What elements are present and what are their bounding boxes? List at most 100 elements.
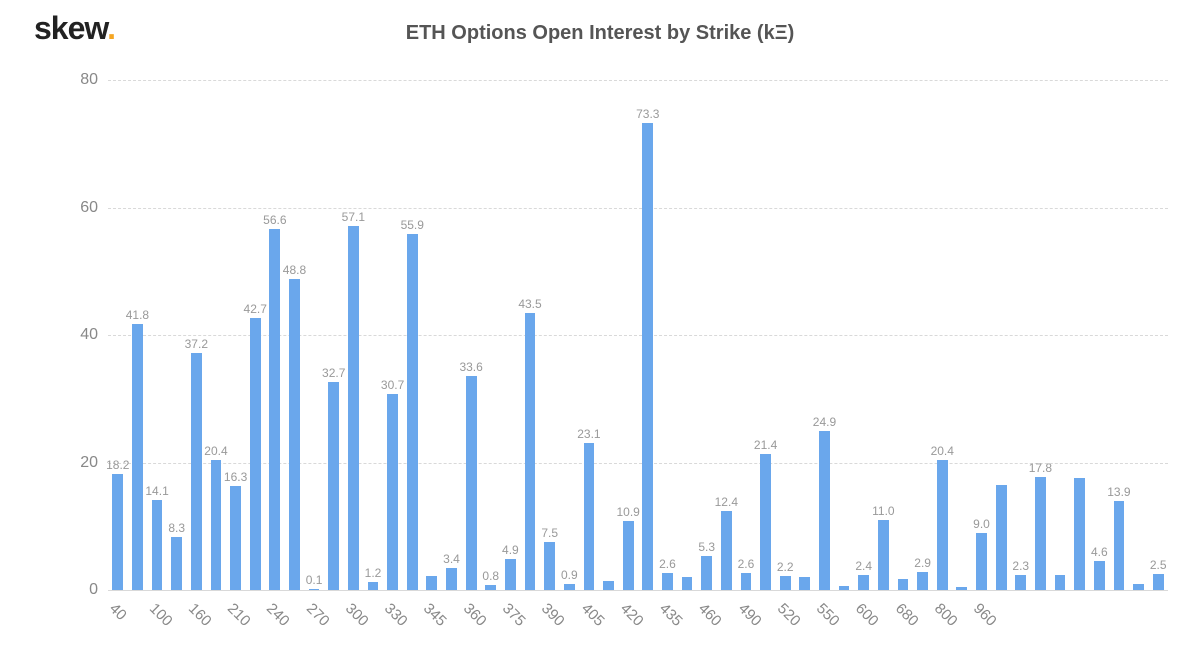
bar: 10.9 <box>623 521 634 590</box>
y-tick-label: 0 <box>58 581 108 599</box>
bar-value-label: 1.2 <box>365 566 382 580</box>
bar: 24.9 <box>819 431 830 590</box>
chart-title: ETH Options Open Interest by Strike (kΞ) <box>0 22 1200 45</box>
bar: 32.7 <box>328 382 339 590</box>
bar: 2.2 <box>780 576 791 590</box>
bar-value-label: 20.4 <box>931 444 954 458</box>
gridline <box>108 463 1168 464</box>
bar: 48.8 <box>289 279 300 590</box>
bar-value-label: 2.6 <box>659 557 676 571</box>
bar: 8.3 <box>171 537 182 590</box>
y-tick-label: 60 <box>58 199 108 217</box>
bar-value-label: 21.4 <box>754 438 777 452</box>
bar-value-label: 16.3 <box>224 470 247 484</box>
bar: 2.6 <box>741 573 752 590</box>
bar-value-label: 23.1 <box>577 427 600 441</box>
bar: 4.6 <box>1094 561 1105 590</box>
x-tick-label: 270 <box>303 600 333 630</box>
bar-value-label: 33.6 <box>459 360 482 374</box>
bar: 30.7 <box>387 394 398 590</box>
bar: 37.2 <box>191 353 202 590</box>
bar: 16.3 <box>230 486 241 590</box>
x-tick-label: 460 <box>695 600 725 630</box>
bar: 2.6 <box>662 573 673 590</box>
bar-value-label: 20.4 <box>204 444 227 458</box>
plot-area: 02040608018.24041.814.11008.337.216020.4… <box>108 80 1168 590</box>
bar-value-label: 24.9 <box>813 415 836 429</box>
x-tick-label: 390 <box>538 600 568 630</box>
x-tick-label: 345 <box>420 600 450 630</box>
bar: 42.7 <box>250 318 261 590</box>
bar-value-label: 73.3 <box>636 107 659 121</box>
bar: 73.3 <box>642 123 653 590</box>
x-tick-label: 210 <box>224 600 254 630</box>
bar: 20.4 <box>937 460 948 590</box>
bar: 18.2 <box>112 474 123 590</box>
bar-value-label: 4.9 <box>502 543 519 557</box>
bar: 1.2 <box>368 582 379 590</box>
x-tick-label: 600 <box>852 600 882 630</box>
x-tick-label: 375 <box>499 600 529 630</box>
x-tick-label: 680 <box>892 600 922 630</box>
bar-value-label: 11.0 <box>872 504 894 518</box>
bar <box>956 587 967 590</box>
bar-value-label: 37.2 <box>185 337 208 351</box>
bar-value-label: 2.2 <box>777 560 794 574</box>
gridline <box>108 208 1168 209</box>
bar: 0.8 <box>485 585 496 590</box>
bar: 5.3 <box>701 556 712 590</box>
bar: 33.6 <box>466 376 477 590</box>
bar-value-label: 2.9 <box>914 556 931 570</box>
x-tick-label: 360 <box>460 600 490 630</box>
bar: 2.5 <box>1153 574 1164 590</box>
bar: 41.8 <box>132 324 143 590</box>
y-tick-label: 80 <box>58 71 108 89</box>
x-tick-label: 490 <box>735 600 765 630</box>
gridline <box>108 590 1168 591</box>
bar-value-label: 14.1 <box>145 484 168 498</box>
y-tick-label: 20 <box>58 454 108 472</box>
bar <box>426 576 437 590</box>
bar: 3.4 <box>446 568 457 590</box>
bar: 55.9 <box>407 234 418 590</box>
bar <box>603 581 614 590</box>
bar-value-label: 4.6 <box>1091 545 1108 559</box>
bar: 17.8 <box>1035 477 1046 590</box>
bar-value-label: 0.1 <box>306 573 323 587</box>
bar-value-label: 5.3 <box>698 540 715 554</box>
bar: 11.0 <box>878 520 889 590</box>
bar-value-label: 2.5 <box>1150 558 1167 572</box>
chart-frame: skew. ETH Options Open Interest by Strik… <box>0 0 1200 670</box>
bar-value-label: 30.7 <box>381 378 404 392</box>
bar-value-label: 9.0 <box>973 517 990 531</box>
bar <box>682 577 693 590</box>
bar-value-label: 17.8 <box>1029 461 1052 475</box>
bar <box>1133 584 1144 590</box>
bar-value-label: 10.9 <box>616 505 639 519</box>
bar-value-label: 8.3 <box>168 521 185 535</box>
bar-value-label: 3.4 <box>443 552 460 566</box>
bar: 7.5 <box>544 542 555 590</box>
bar-value-label: 7.5 <box>541 526 558 540</box>
x-tick-label: 520 <box>774 600 804 630</box>
bar: 0.9 <box>564 584 575 590</box>
x-tick-label: 550 <box>813 600 843 630</box>
bar: 2.4 <box>858 575 869 590</box>
bar: 56.6 <box>269 229 280 590</box>
bar-value-label: 41.8 <box>126 308 149 322</box>
x-tick-label: 420 <box>617 600 647 630</box>
bar: 12.4 <box>721 511 732 590</box>
bar-value-label: 56.6 <box>263 213 286 227</box>
gridline <box>108 80 1168 81</box>
x-tick-label: 435 <box>656 600 686 630</box>
bar-value-label: 12.4 <box>715 495 738 509</box>
x-tick-label: 40 <box>106 600 130 624</box>
bar: 4.9 <box>505 559 516 590</box>
bar: 23.1 <box>584 443 595 590</box>
x-tick-label: 405 <box>577 600 607 630</box>
bar-value-label: 48.8 <box>283 263 306 277</box>
bar: 14.1 <box>152 500 163 590</box>
bar: 2.3 <box>1015 575 1026 590</box>
bar <box>898 579 909 590</box>
bar: 43.5 <box>525 313 536 590</box>
